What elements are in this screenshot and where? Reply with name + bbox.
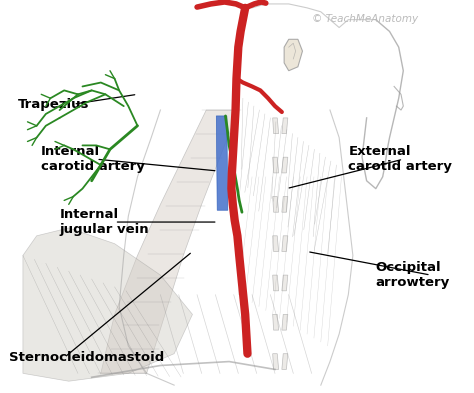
Polygon shape (284, 39, 302, 71)
Polygon shape (273, 118, 279, 134)
Text: Occipital
arrowtery: Occipital arrowtery (376, 261, 450, 289)
Text: Internal
jugular vein: Internal jugular vein (60, 208, 149, 236)
Polygon shape (216, 116, 228, 210)
Polygon shape (273, 236, 279, 252)
Polygon shape (282, 314, 288, 330)
Text: © TeachMeAnatomy: © TeachMeAnatomy (311, 14, 418, 24)
Text: Sternocleidomastoid: Sternocleidomastoid (9, 351, 164, 364)
Polygon shape (273, 275, 279, 291)
Polygon shape (23, 228, 192, 381)
Text: Internal
carotid artery: Internal carotid artery (41, 145, 145, 173)
Polygon shape (273, 157, 279, 173)
Polygon shape (282, 157, 288, 173)
Polygon shape (282, 236, 288, 252)
Polygon shape (101, 110, 238, 373)
Polygon shape (273, 196, 279, 212)
Text: Trapezius: Trapezius (18, 97, 90, 111)
Polygon shape (282, 275, 288, 291)
Polygon shape (273, 314, 279, 330)
Polygon shape (282, 196, 288, 212)
Polygon shape (282, 354, 288, 369)
Polygon shape (273, 354, 279, 369)
Polygon shape (282, 118, 288, 134)
Text: External
carotid artery: External carotid artery (348, 145, 452, 173)
